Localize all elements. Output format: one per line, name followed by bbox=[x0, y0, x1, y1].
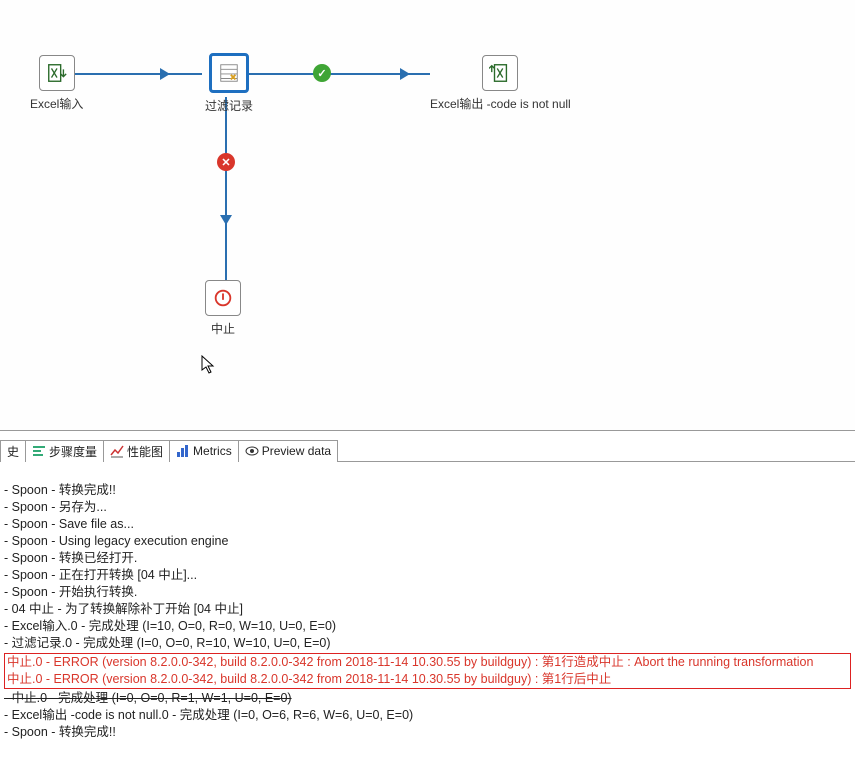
abort-icon bbox=[212, 287, 234, 309]
step-label: 过滤记录 bbox=[205, 97, 253, 114]
mouse-cursor bbox=[201, 355, 217, 380]
log-line: - Spoon - 转换已经打开. bbox=[4, 550, 851, 567]
filter-icon bbox=[218, 62, 240, 84]
results-tabs: 史 步骤度量 性能图 Metrics Preview data bbox=[0, 440, 855, 462]
tab-step-metrics[interactable]: 步骤度量 bbox=[25, 440, 104, 462]
tab-metrics[interactable]: Metrics bbox=[169, 440, 239, 462]
log-error-line: 中止.0 - ERROR (version 8.2.0.0-342, build… bbox=[7, 671, 848, 688]
tab-label: Metrics bbox=[193, 444, 232, 458]
log-line: - 中止.0 - 完成处理 (I=0, O=0, R=1, W=1, U=0, … bbox=[4, 690, 851, 707]
hop-true-icon[interactable]: ✓ bbox=[313, 64, 331, 82]
tab-label: 性能图 bbox=[127, 443, 163, 460]
eye-icon bbox=[245, 444, 259, 458]
hop-line bbox=[70, 73, 202, 75]
log-error-line: 中止.0 - ERROR (version 8.2.0.0-342, build… bbox=[7, 654, 848, 671]
log-line: - Spoon - Using legacy execution engine bbox=[4, 533, 851, 550]
transformation-canvas[interactable]: ✓ ✕ Excel输入 过滤记录 Excel输出 -code is not nu… bbox=[0, 0, 855, 430]
tab-preview[interactable]: Preview data bbox=[238, 440, 338, 462]
separator bbox=[0, 430, 855, 431]
metrics-icon bbox=[176, 444, 190, 458]
step-label: Excel输入 bbox=[30, 95, 83, 112]
log-line: - 过滤记录.0 - 完成处理 (I=0, O=0, R=10, W=10, U… bbox=[4, 635, 851, 652]
log-line: - Spoon - 另存为... bbox=[4, 499, 851, 516]
perf-icon bbox=[110, 444, 124, 458]
log-line: - Spoon - 正在打开转换 [04 中止]... bbox=[4, 567, 851, 584]
log-panel[interactable]: - Spoon - 转换完成!! - Spoon - 另存为... - Spoo… bbox=[0, 478, 855, 745]
step-label: 中止 bbox=[205, 320, 241, 337]
error-highlight-box: 中止.0 - ERROR (version 8.2.0.0-342, build… bbox=[4, 653, 851, 689]
hop-arrow bbox=[400, 68, 410, 80]
step-abort[interactable]: 中止 bbox=[205, 280, 241, 337]
log-line: - Excel输出 -code is not null.0 - 完成处理 (I=… bbox=[4, 707, 851, 724]
excel-out-icon bbox=[489, 62, 511, 84]
tab-perf[interactable]: 性能图 bbox=[103, 440, 170, 462]
step-excel-input[interactable]: Excel输入 bbox=[30, 55, 83, 112]
hop-line bbox=[225, 97, 227, 280]
log-line: - 04 中止 - 为了转换解除补丁开始 [04 中止] bbox=[4, 601, 851, 618]
hop-false-icon[interactable]: ✕ bbox=[217, 153, 235, 171]
log-line: - Spoon - Save file as... bbox=[4, 516, 851, 533]
step-excel-output[interactable]: Excel输出 -code is not null bbox=[430, 55, 571, 112]
excel-in-icon bbox=[46, 62, 68, 84]
log-line: - Spoon - 转换完成!! bbox=[4, 724, 851, 741]
hop-arrow bbox=[160, 68, 170, 80]
bars-icon bbox=[32, 444, 46, 458]
tab-label: Preview data bbox=[262, 444, 331, 458]
log-line: - Spoon - 开始执行转换. bbox=[4, 584, 851, 601]
log-line: - Spoon - 转换完成!! bbox=[4, 482, 851, 499]
hop-arrow bbox=[220, 215, 232, 225]
tab-history[interactable]: 史 bbox=[0, 440, 26, 462]
log-line: - Excel输入.0 - 完成处理 (I=10, O=0, R=0, W=10… bbox=[4, 618, 851, 635]
tab-label: 史 bbox=[7, 443, 19, 460]
tab-label: 步骤度量 bbox=[49, 443, 97, 460]
step-label: Excel输出 -code is not null bbox=[430, 95, 571, 112]
step-filter-rows[interactable]: 过滤记录 bbox=[205, 53, 253, 114]
